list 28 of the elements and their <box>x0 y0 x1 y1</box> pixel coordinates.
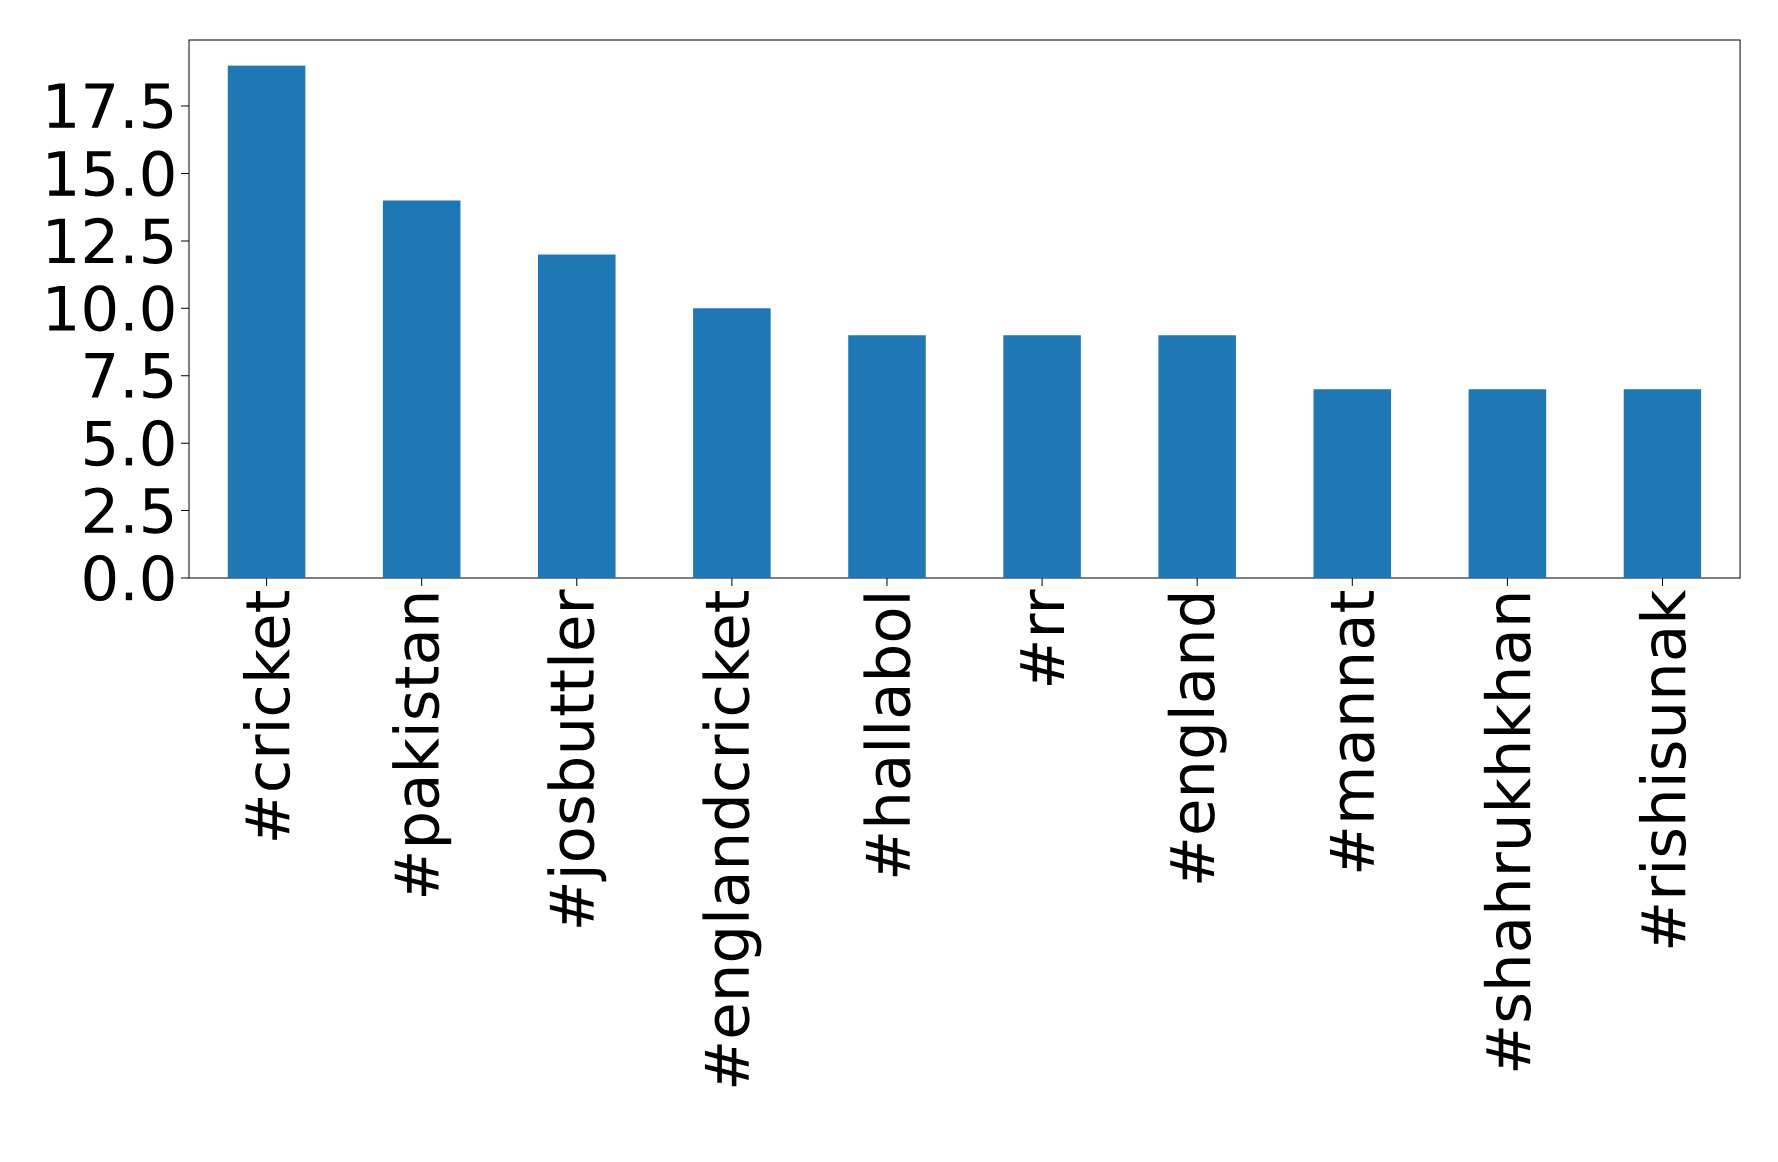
y-tick-label: 10.0 <box>48 285 174 332</box>
x-tick-label: #cricket <box>242 590 291 840</box>
x-tick-label: #josbuttler <box>547 589 607 927</box>
y-tick-label: 0.0 <box>84 554 174 602</box>
y-tick-label: 5.0 <box>85 420 174 467</box>
y-tick-label: 17.5 <box>48 83 173 129</box>
bar <box>1003 335 1081 578</box>
bar <box>382 200 461 578</box>
x-tick-label: #rishisunak <box>1638 589 1687 948</box>
bar <box>1468 389 1547 578</box>
x-tick-label: #hallabol <box>863 595 911 877</box>
bar <box>1623 389 1702 578</box>
bar <box>1158 335 1236 578</box>
x-tick-label: #england <box>1167 595 1227 883</box>
x-tick-label: #shahrukhkhan <box>1483 594 1532 1071</box>
bar <box>693 308 771 578</box>
y-tick-label: 7.5 <box>85 353 173 399</box>
bar <box>1313 389 1392 578</box>
bar <box>538 254 616 578</box>
bar <box>848 335 926 578</box>
x-tick-label: #rr <box>1020 589 1064 686</box>
x-tick-label: #mannat <box>1329 590 1375 872</box>
bar <box>227 65 306 578</box>
y-tick-label: 2.5 <box>84 487 173 534</box>
y-tick-label: 12.5 <box>48 217 173 264</box>
x-tick-label: #englandcricket <box>702 590 762 1087</box>
y-tick-label: 15.0 <box>48 150 174 197</box>
x-tick-label: #pakistan <box>392 594 452 897</box>
